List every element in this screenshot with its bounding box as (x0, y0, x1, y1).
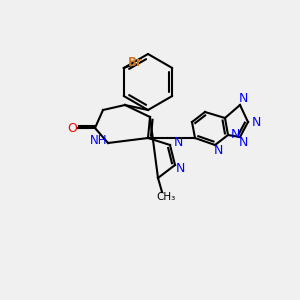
Text: N: N (238, 136, 248, 149)
Text: N: N (230, 128, 240, 142)
Text: N: N (213, 143, 223, 157)
Text: N: N (175, 161, 185, 175)
Text: N: N (173, 136, 183, 149)
Text: Br: Br (128, 56, 143, 70)
Text: NH: NH (90, 134, 108, 148)
Text: CH₃: CH₃ (156, 192, 176, 202)
Text: N: N (251, 116, 261, 128)
Text: O: O (67, 122, 77, 134)
Text: N: N (238, 92, 248, 106)
